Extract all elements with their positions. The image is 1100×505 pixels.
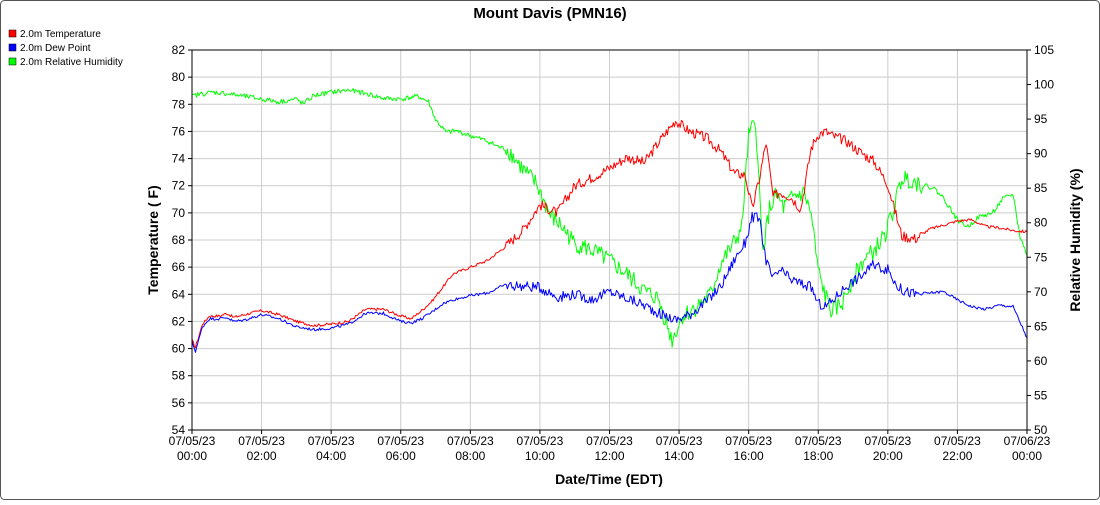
x-tick-time-label: 18:00 <box>803 449 833 463</box>
x-tick-time-label: 04:00 <box>316 449 346 463</box>
x-tick-time-label: 02:00 <box>247 449 277 463</box>
y-left-tick-label: 64 <box>172 287 186 301</box>
legend-label-relative-humidity: 2.0m Relative Humidity <box>20 57 123 68</box>
legend-label-temperature: 2.0m Temperature <box>20 29 101 40</box>
y-left-tick-label: 56 <box>172 396 186 410</box>
legend-swatch-relative-humidity <box>8 57 17 66</box>
y-axis-right-title: Relative Humidity (%) <box>1067 168 1083 311</box>
y-right-tick-label: 50 <box>1034 423 1048 437</box>
y-axis-left-title: Temperature ( F) <box>145 185 161 294</box>
y-left-tick-label: 82 <box>172 43 186 57</box>
y-left-tick-label: 80 <box>172 70 186 84</box>
x-tick-date-label: 07/05/23 <box>795 434 842 448</box>
x-tick-time-label: 06:00 <box>386 449 416 463</box>
x-tick-date-label: 07/06/23 <box>1004 434 1051 448</box>
y-right-tick-label: 105 <box>1034 43 1054 57</box>
series-line-temperature <box>191 119 1028 348</box>
legend-swatch-temperature <box>8 29 17 38</box>
y-left-tick-label: 62 <box>172 314 186 328</box>
x-tick-date-label: 07/05/23 <box>864 434 911 448</box>
y-right-tick-label: 65 <box>1034 319 1048 333</box>
y-left-tick-label: 70 <box>172 206 186 220</box>
y-left-tick-label: 78 <box>172 97 186 111</box>
x-tick-date-label: 07/05/23 <box>238 434 285 448</box>
legend: 2.0m Temperature 2.0m Dew Point 2.0m Rel… <box>8 29 123 68</box>
x-tick-date-label: 07/05/23 <box>517 434 564 448</box>
series-line-dew-point <box>191 211 1028 353</box>
y-left-tick-label: 54 <box>172 423 186 437</box>
y-right-tick-label: 95 <box>1034 112 1048 126</box>
series-layer <box>191 88 1028 353</box>
legend-swatch-dew-point <box>8 43 17 52</box>
y-right-tick-label: 55 <box>1034 388 1048 402</box>
y-right-tick-label: 85 <box>1034 181 1048 195</box>
x-tick-time-label: 16:00 <box>734 449 764 463</box>
x-tick-time-label: 00:00 <box>1012 449 1042 463</box>
y-left-tick-label: 68 <box>172 233 186 247</box>
x-tick-time-label: 10:00 <box>525 449 555 463</box>
y-right-tick-label: 90 <box>1034 147 1048 161</box>
y-right-tick-label: 100 <box>1034 78 1054 92</box>
y-left-tick-label: 66 <box>172 260 186 274</box>
x-tick-date-label: 07/05/23 <box>656 434 703 448</box>
axis-layer: 54 56 58 60 62 64 66 68 70 72 74 76 78 80 82 50 55 60 65 70… <box>169 43 1055 463</box>
x-tick-date-label: 07/05/23 <box>308 434 355 448</box>
y-right-tick-label: 80 <box>1034 216 1048 230</box>
y-left-tick-label: 76 <box>172 124 186 138</box>
x-tick-date-label: 07/05/23 <box>447 434 494 448</box>
x-tick-time-label: 22:00 <box>942 449 972 463</box>
y-left-tick-label: 72 <box>172 179 186 193</box>
y-right-tick-label: 70 <box>1034 285 1048 299</box>
x-tick-date-label: 07/05/23 <box>169 434 216 448</box>
x-axis-title: Date/Time (EDT) <box>555 471 663 487</box>
x-tick-time-label: 20:00 <box>873 449 903 463</box>
y-right-tick-label: 75 <box>1034 250 1048 264</box>
y-left-tick-label: 74 <box>172 152 186 166</box>
x-tick-date-label: 07/05/23 <box>586 434 633 448</box>
x-tick-time-label: 14:00 <box>664 449 694 463</box>
plot-border <box>191 49 1028 431</box>
x-tick-date-label: 07/05/23 <box>934 434 981 448</box>
x-tick-time-label: 08:00 <box>455 449 485 463</box>
x-tick-time-label: 00:00 <box>177 449 207 463</box>
x-tick-time-label: 12:00 <box>594 449 624 463</box>
y-left-tick-label: 60 <box>172 342 186 356</box>
chart-title: Mount Davis (PMN16) <box>473 5 626 22</box>
y-right-tick-label: 60 <box>1034 354 1048 368</box>
series-line-relative-humidity <box>191 88 1028 348</box>
y-left-tick-label: 58 <box>172 369 186 383</box>
x-tick-date-label: 07/05/23 <box>377 434 424 448</box>
x-tick-date-label: 07/05/23 <box>725 434 772 448</box>
legend-label-dew-point: 2.0m Dew Point <box>20 43 91 54</box>
